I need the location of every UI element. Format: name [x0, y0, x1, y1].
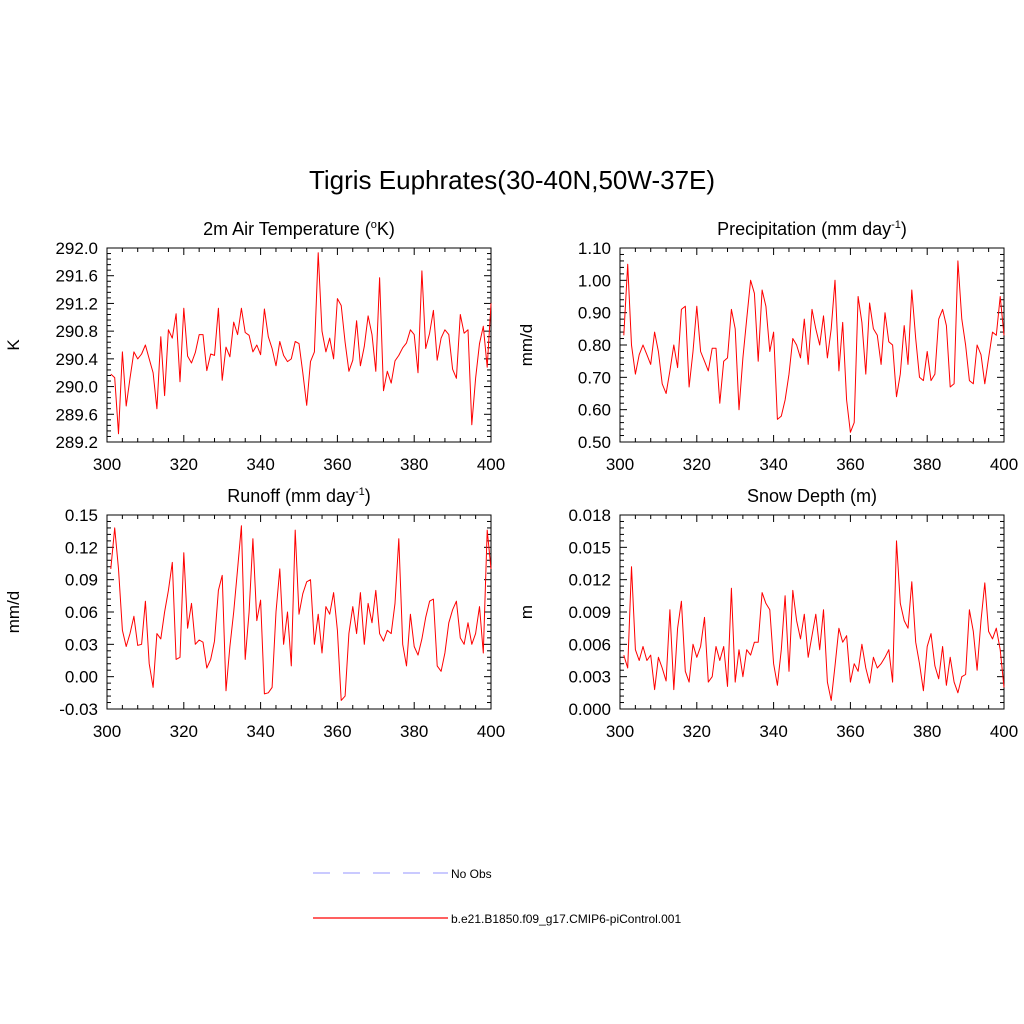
y-tick-label: 0.012	[568, 571, 611, 590]
x-tick-label: 360	[836, 455, 864, 474]
y-tick-label: 290.0	[55, 378, 98, 397]
y-tick-label: -0.03	[59, 700, 98, 719]
plot-frame	[106, 247, 492, 443]
plot-frame	[619, 247, 1005, 443]
panel-title: Precipitation (mm day-1)	[717, 219, 907, 239]
y-tick-label: 0.90	[578, 304, 611, 323]
y-tick-label: 0.80	[578, 336, 611, 355]
panel-2: 300 320 340 360 380 400 0.50 0.60 0.70 0.80 0.90 1.…	[517, 219, 1018, 474]
panel-4: 300 320 340 360 380 400 0.000 0.003 0.006 0.009 0.…	[517, 486, 1018, 741]
x-tick-label: 340	[246, 455, 274, 474]
y-tick-label: 0.03	[65, 635, 98, 654]
x-tick-label: 320	[170, 722, 198, 741]
x-tick-label: 320	[170, 455, 198, 474]
panel-1: 300 320 340 360 380 400 289.2 289.6 290.0 290.4 29…	[4, 219, 505, 474]
y-tick-label: 0.70	[578, 368, 611, 387]
x-tick-label: 380	[400, 722, 428, 741]
y-tick-label: 0.018	[568, 506, 611, 525]
y-tick-label: 0.15	[65, 506, 98, 525]
panel-3: 300 320 340 360 380 400 -0.03 0.00 0.03 0.06 0.09 0…	[4, 486, 505, 741]
legend: No Obs b.e21.B1850.f09_g17.CMIP6-piContro…	[313, 867, 681, 926]
legend-label-2: b.e21.B1850.f09_g17.CMIP6-piControl.001	[451, 912, 681, 926]
y-tick-label: 289.2	[55, 433, 98, 452]
y-tick-label: 0.000	[568, 700, 611, 719]
x-tick-label: 360	[323, 455, 351, 474]
y-tick-label: 0.12	[65, 538, 98, 557]
y-tick-label: 1.10	[578, 239, 611, 258]
y-tick-label: 0.009	[568, 603, 611, 622]
y-tick-label: 1.00	[578, 271, 611, 290]
figure-title: Tigris Euphrates(30-40N,50W-37E)	[308, 165, 716, 195]
x-tick-label: 380	[913, 455, 941, 474]
series-line	[623, 540, 1005, 701]
y-tick-label: 0.006	[568, 635, 611, 654]
y-axis-label: mm/d	[517, 324, 536, 367]
x-tick-label: 300	[93, 455, 121, 474]
x-tick-label: 300	[93, 722, 121, 741]
series-line	[110, 525, 492, 701]
y-tick-label: 290.4	[55, 350, 98, 369]
legend-label-1: No Obs	[451, 867, 492, 881]
y-tick-label: 0.09	[65, 571, 98, 590]
x-tick-label: 320	[683, 455, 711, 474]
y-tick-label: 292.0	[55, 239, 98, 258]
y-tick-label: 289.6	[55, 405, 98, 424]
y-tick-label: 291.6	[55, 267, 98, 286]
series-line	[110, 252, 492, 435]
x-tick-label: 300	[606, 722, 634, 741]
y-tick-label: 0.50	[578, 433, 611, 452]
x-tick-label: 340	[759, 455, 787, 474]
x-tick-label: 400	[990, 455, 1018, 474]
x-tick-label: 380	[400, 455, 428, 474]
y-tick-label: 0.06	[65, 603, 98, 622]
panel-title: Runoff (mm day-1)	[227, 486, 371, 506]
y-axis-label: mm/d	[4, 591, 23, 634]
y-tick-label: 0.00	[65, 668, 98, 687]
y-axis-label: K	[4, 339, 23, 351]
x-tick-label: 300	[606, 455, 634, 474]
plot-frame	[619, 514, 1005, 710]
x-tick-label: 360	[323, 722, 351, 741]
x-tick-label: 340	[759, 722, 787, 741]
y-tick-label: 0.60	[578, 401, 611, 420]
x-tick-label: 340	[246, 722, 274, 741]
x-tick-label: 360	[836, 722, 864, 741]
x-tick-label: 400	[477, 455, 505, 474]
x-tick-label: 400	[477, 722, 505, 741]
panel-title: Snow Depth (m)	[747, 486, 877, 506]
y-tick-label: 290.8	[55, 322, 98, 341]
y-axis-label: m	[517, 605, 536, 619]
y-tick-label: 0.015	[568, 538, 611, 557]
x-tick-label: 320	[683, 722, 711, 741]
y-tick-label: 0.003	[568, 668, 611, 687]
panel-title: 2m Air Temperature (oK)	[203, 219, 395, 239]
y-tick-label: 291.2	[55, 294, 98, 313]
x-tick-label: 380	[913, 722, 941, 741]
x-tick-label: 400	[990, 722, 1018, 741]
series-line	[623, 260, 1005, 433]
